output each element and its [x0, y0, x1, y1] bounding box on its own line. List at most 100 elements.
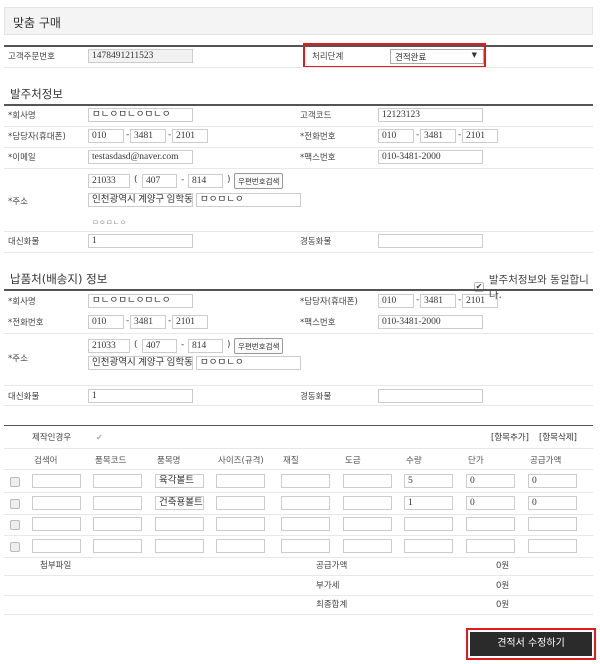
- delivery-phone-field-1[interactable]: 010: [88, 315, 124, 329]
- item-cell-5[interactable]: [343, 495, 392, 510]
- item-cell-3[interactable]: [216, 538, 265, 553]
- row-checkbox[interactable]: [10, 477, 20, 487]
- zip2-field-2[interactable]: 814: [188, 339, 223, 353]
- row-checkbox[interactable]: [10, 520, 20, 530]
- divider: [4, 147, 593, 148]
- item-cell-0[interactable]: [32, 517, 81, 531]
- column-header: 재질: [283, 456, 299, 466]
- checkbox-checked-icon[interactable]: ✔: [474, 282, 484, 292]
- zip-field[interactable]: 21033: [88, 174, 130, 188]
- item-cell-4[interactable]: [281, 517, 330, 531]
- orderer-section-title: 발주처정보: [10, 87, 63, 101]
- item-cell-6[interactable]: [404, 517, 453, 531]
- daesin-label: 대신화물: [8, 237, 40, 247]
- zip-search-button[interactable]: 우편번호검색: [234, 338, 284, 354]
- delivery-fax-field[interactable]: 010-3481-2000: [378, 315, 483, 329]
- item-cell-3[interactable]: [216, 474, 265, 488]
- zip-search-button[interactable]: 우편번호검색: [234, 173, 284, 189]
- mobile-field-2[interactable]: 3481: [130, 129, 166, 143]
- mobile-field-1[interactable]: 010: [88, 129, 124, 143]
- item-cell-4[interactable]: [281, 474, 330, 488]
- divider: [4, 614, 593, 615]
- delivery-mobile-field-2[interactable]: 3481: [420, 294, 456, 308]
- zip2-field-1[interactable]: 407: [142, 174, 177, 188]
- stage-select[interactable]: 견적완료 ▼: [390, 49, 484, 64]
- item-cell-0[interactable]: [32, 538, 81, 553]
- delivery-daesin-label: 대신화물: [8, 392, 40, 402]
- delivery-addr1-field[interactable]: 인천광역시 계양구 임학동: [88, 356, 193, 370]
- fax-field[interactable]: 010-3481-2000: [378, 150, 483, 164]
- item-cell-8[interactable]: [528, 538, 577, 553]
- zip2-field-1[interactable]: 407: [142, 339, 177, 353]
- delivery-mobile-label: *담당자(휴대폰): [300, 297, 358, 307]
- add-item-link[interactable]: [항목추가]: [491, 433, 529, 443]
- item-cell-1[interactable]: [93, 495, 142, 510]
- row-checkbox[interactable]: [10, 541, 20, 552]
- custom-checkbox[interactable]: ✔: [96, 433, 103, 442]
- item-cell-1[interactable]: [93, 538, 142, 553]
- delivery-phone-field-3[interactable]: 2101: [172, 315, 208, 329]
- item-cell-2[interactable]: 건축용볼트(: [155, 495, 204, 510]
- item-cell-8[interactable]: 0: [528, 474, 577, 488]
- code-field[interactable]: 12123123: [378, 108, 483, 122]
- item-cell-7[interactable]: 0: [466, 474, 515, 488]
- dash: -: [458, 130, 462, 140]
- total-value: 0원: [496, 580, 510, 591]
- item-cell-7[interactable]: [466, 538, 515, 553]
- addr2-field[interactable]: ㅁㅇㅁㄴㅇ: [196, 193, 301, 207]
- column-header: 공급가액: [530, 456, 562, 466]
- daesin-field[interactable]: 1: [88, 234, 193, 248]
- item-cell-0[interactable]: [32, 495, 81, 510]
- divider: [4, 333, 593, 334]
- item-cell-0[interactable]: [32, 474, 81, 488]
- item-cell-6[interactable]: [404, 538, 453, 553]
- same-as-orderer[interactable]: ✔ 발주처정보와 동일합니다.: [474, 272, 600, 302]
- dropdown-arrow-icon: ▼: [471, 51, 477, 59]
- delivery-daesin-field[interactable]: 1: [88, 389, 193, 403]
- item-cell-2[interactable]: [155, 538, 204, 553]
- update-quote-button[interactable]: 견적서 수정하기: [470, 632, 592, 656]
- item-cell-7[interactable]: 0: [466, 495, 515, 510]
- dash: -: [416, 130, 420, 140]
- item-cell-8[interactable]: 0: [528, 495, 577, 510]
- item-cell-6[interactable]: 5: [404, 474, 453, 488]
- dash: -: [416, 295, 420, 305]
- item-cell-7[interactable]: [466, 517, 515, 531]
- item-cell-8[interactable]: [528, 517, 577, 531]
- item-cell-2[interactable]: [155, 517, 204, 531]
- delivery-mobile-field-1[interactable]: 010: [378, 294, 414, 308]
- item-cell-1[interactable]: [93, 517, 142, 531]
- phone-field-2[interactable]: 3481: [420, 129, 456, 143]
- item-cell-3[interactable]: [216, 495, 265, 510]
- item-cell-5[interactable]: [343, 517, 392, 531]
- item-cell-2[interactable]: 육각볼트: [155, 474, 204, 488]
- delivery-fax-label: *팩스번호: [300, 318, 336, 328]
- row-checkbox[interactable]: [10, 498, 20, 509]
- item-cell-3[interactable]: [216, 517, 265, 531]
- phone-field-3[interactable]: 2101: [462, 129, 498, 143]
- item-cell-5[interactable]: [343, 538, 392, 553]
- item-cell-6[interactable]: 1: [404, 495, 453, 510]
- item-cell-4[interactable]: [281, 538, 330, 553]
- item-cell-4[interactable]: [281, 495, 330, 510]
- submit-highlight: [466, 628, 596, 660]
- kyungdong-field[interactable]: [378, 234, 483, 248]
- company-field[interactable]: ㅁㄴㅇㅁㄴㅇㅁㄴㅇ: [88, 108, 193, 122]
- divider: [4, 252, 593, 253]
- delivery-kyungdong-field[interactable]: [378, 389, 483, 403]
- order-no-label: 고객주문번호: [8, 52, 55, 62]
- addr1-field[interactable]: 인천광역시 계양구 임학동: [88, 193, 193, 207]
- zip-field[interactable]: 21033: [88, 339, 130, 353]
- phone-field-1[interactable]: 010: [378, 129, 414, 143]
- delete-item-link[interactable]: [항목삭제]: [539, 433, 577, 443]
- item-cell-5[interactable]: [343, 474, 392, 488]
- email-field[interactable]: testasdasd@naver.com: [88, 150, 193, 164]
- mobile-field-3[interactable]: 2101: [172, 129, 208, 143]
- delivery-mobile-field-3[interactable]: 2101: [462, 294, 498, 308]
- delivery-company-field[interactable]: ㅁㄴㅇㅁㄴㅇㅁㄴㅇ: [88, 294, 193, 308]
- zip2-field-2[interactable]: 814: [188, 174, 223, 188]
- item-cell-1[interactable]: [93, 474, 142, 488]
- delivery-addr2-field[interactable]: ㅁㅇㅁㄴㅇ: [196, 356, 301, 370]
- delivery-phone-field-2[interactable]: 3481: [130, 315, 166, 329]
- delivery-kyungdong-label: 경동화물: [300, 392, 332, 402]
